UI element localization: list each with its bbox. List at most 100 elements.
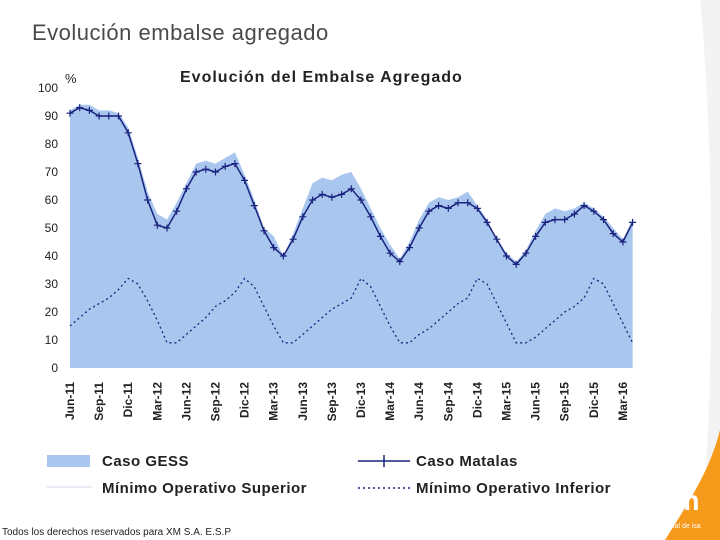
legend-label-superior: Mínimo Operativo Superior — [102, 480, 307, 497]
x-tick-label: Dic-12 — [238, 382, 252, 418]
matalas-marker — [406, 244, 413, 252]
matalas-marker — [551, 216, 559, 224]
matalas-marker — [629, 218, 637, 226]
matalas-marker — [279, 252, 287, 260]
matalas-marker — [105, 112, 113, 120]
x-tick-label: Dic-11 — [121, 382, 135, 418]
matalas-marker — [173, 207, 181, 215]
x-tick-label: Jun-11 — [63, 382, 77, 420]
matalas-marker — [590, 207, 598, 215]
logo-subtitle: filial de isa — [668, 523, 701, 530]
matalas-marker — [309, 196, 316, 204]
series-line-inferior — [69, 277, 634, 344]
matalas-marker — [580, 202, 588, 210]
matalas-marker — [66, 109, 74, 117]
x-tick-label: Sep-11 — [92, 382, 106, 421]
x-axis: Jun-11 Sep-11 Dic-11 Mar-12 Jun-12 Sep-12 Dic-… — [63, 382, 630, 422]
y-tick-label: 0 — [51, 361, 58, 375]
matalas-marker — [473, 204, 481, 212]
matalas-marker — [483, 218, 491, 226]
x-tick-label: Sep-15 — [558, 382, 572, 422]
y-tick-label: 30 — [45, 277, 59, 291]
matalas-marker — [144, 196, 152, 204]
matalas-marker — [115, 112, 122, 120]
matalas-marker — [231, 160, 239, 168]
matalas-marker — [76, 104, 84, 112]
legend-label-gess: Caso GESS — [102, 453, 189, 470]
legend-label-inferior: Mínimo Operativo Inferior — [416, 480, 611, 497]
matalas-marker — [376, 232, 384, 240]
y-tick-label: 40 — [45, 249, 59, 263]
slide-title: Evolución embalse agregado — [32, 20, 329, 45]
matalas-marker — [163, 224, 171, 232]
matalas-marker — [454, 199, 462, 207]
matalas-marker — [85, 106, 93, 114]
matalas-marker — [541, 218, 549, 226]
x-tick-label: Mar-16 — [616, 382, 630, 421]
y-tick-label: 80 — [45, 137, 59, 151]
matalas-marker — [221, 162, 229, 170]
matalas-marker — [124, 129, 132, 137]
matalas-marker — [182, 185, 190, 193]
x-tick-label: Mar-12 — [150, 382, 164, 421]
matalas-marker — [347, 185, 355, 193]
y-tick-label: 50 — [45, 221, 59, 235]
matalas-marker — [299, 213, 307, 221]
x-tick-label: Jun-14 — [412, 382, 426, 421]
legend-swatch-gess — [47, 455, 90, 467]
matalas-marker — [415, 224, 423, 232]
y-axis: 0 10 20 30 40 50 60 70 80 90 100 — [38, 81, 58, 375]
matalas-marker — [202, 165, 210, 173]
matalas-marker — [561, 216, 569, 224]
matalas-marker — [192, 168, 200, 176]
matalas-marker — [396, 258, 404, 266]
matalas-marker — [503, 252, 510, 260]
matalas-marker — [600, 216, 607, 224]
plot-area — [66, 104, 637, 369]
matalas-marker — [318, 190, 326, 198]
legend: Caso GESS Caso Matalas Mínimo Operativo … — [47, 453, 611, 497]
x-tick-label: Mar-13 — [267, 382, 281, 421]
matalas-marker — [512, 260, 520, 268]
matalas-marker — [367, 213, 375, 221]
y-tick-label: 10 — [45, 333, 59, 347]
matalas-marker — [338, 190, 346, 198]
x-tick-label: Sep-13 — [325, 382, 339, 422]
x-tick-label: Mar-15 — [500, 382, 514, 421]
y-tick-label: 90 — [45, 109, 59, 123]
y-tick-label: 20 — [45, 305, 59, 319]
matalas-marker — [532, 232, 540, 240]
matalas-marker — [289, 235, 297, 243]
matalas-marker — [212, 168, 219, 176]
logo-text: xm — [659, 485, 699, 516]
chart-title: Evolución del Embalse Agregado — [180, 69, 463, 86]
decorative-swoosh — [665, 0, 720, 540]
x-tick-label: Jun-12 — [179, 382, 193, 421]
x-tick-label: Mar-14 — [383, 382, 397, 421]
matalas-marker — [522, 249, 530, 257]
y-tick-label: 100 — [38, 81, 58, 95]
matalas-marker — [444, 204, 452, 212]
x-tick-label: Sep-12 — [209, 382, 223, 422]
matalas-marker — [464, 199, 472, 207]
x-tick-label: Dic-15 — [587, 382, 601, 418]
matalas-marker — [609, 230, 617, 238]
matalas-marker — [619, 238, 627, 246]
xm-logo: xm — [659, 485, 699, 516]
x-tick-label: Jun-15 — [529, 382, 543, 421]
y-tick-label: 70 — [45, 165, 59, 179]
x-tick-label: Dic-14 — [470, 382, 484, 418]
matalas-marker — [435, 202, 443, 210]
matalas-marker — [250, 202, 258, 210]
matalas-marker — [153, 221, 161, 229]
matalas-marker — [357, 196, 365, 204]
x-tick-label: Sep-14 — [441, 382, 455, 422]
matalas-marker — [241, 176, 249, 184]
legend-label-matalas: Caso Matalas — [416, 453, 518, 470]
matalas-marker — [328, 193, 336, 201]
matalas-marker — [570, 210, 578, 218]
y-tick-label: 60 — [45, 193, 59, 207]
series-area-gess — [70, 104, 633, 369]
matalas-marker — [425, 207, 433, 215]
